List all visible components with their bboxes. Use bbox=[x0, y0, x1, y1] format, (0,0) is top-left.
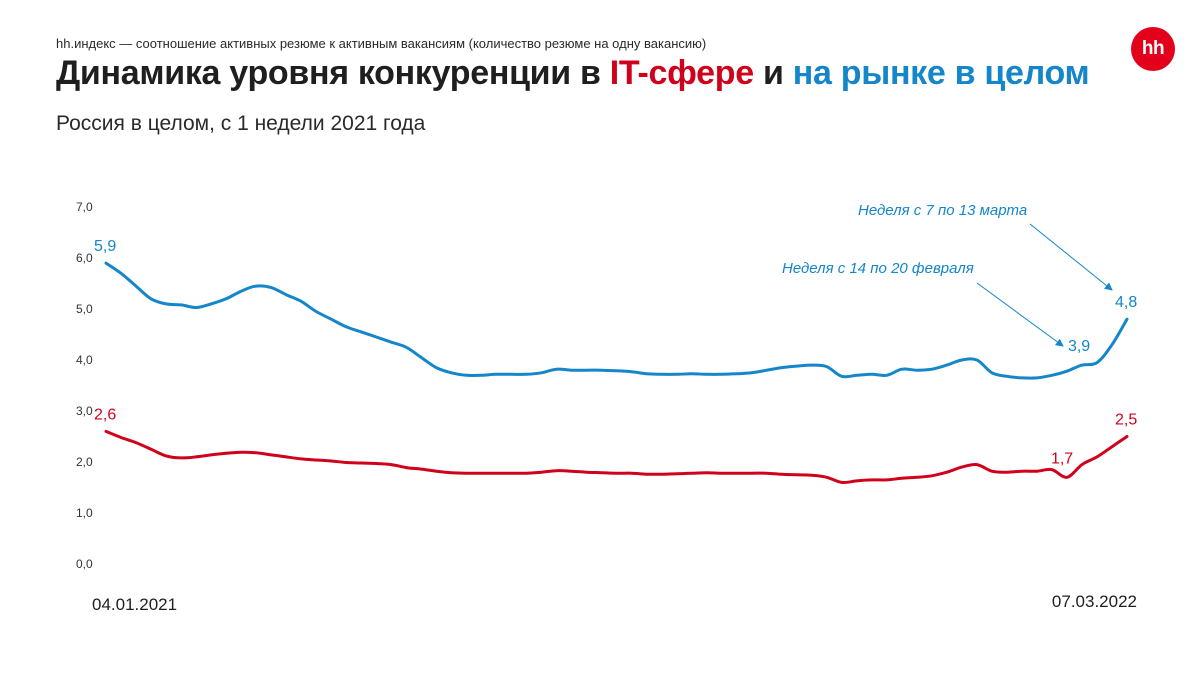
y-tick-label: 1,0 bbox=[76, 506, 93, 520]
y-tick-label: 2,0 bbox=[76, 455, 93, 469]
hh-logo: hh bbox=[1131, 27, 1175, 71]
series-line-it bbox=[104, 429, 1129, 485]
series-line-market bbox=[104, 261, 1129, 380]
data-label-it: 1,7 bbox=[1051, 450, 1073, 467]
annotations: Неделя с 7 по 13 марта Неделя с 14 по 20 … bbox=[782, 202, 1113, 347]
x-end-label: 07.03.2022 bbox=[1052, 592, 1137, 611]
title-part-1: Динамика уровня конкуренции в bbox=[56, 54, 610, 92]
y-tick-label: 5,0 bbox=[76, 302, 93, 316]
y-axis: 0,0 1,0 2,0 3,0 4,0 5,0 6,0 7,0 bbox=[76, 200, 93, 571]
y-tick-label: 6,0 bbox=[76, 251, 93, 265]
y-tick-label: 4,0 bbox=[76, 353, 93, 367]
x-start-label: 04.01.2021 bbox=[92, 595, 177, 614]
title-part-3: и bbox=[753, 54, 793, 92]
title-market: на рынке в целом bbox=[792, 54, 1090, 92]
title-it-sphere: IT-сфере bbox=[609, 54, 754, 92]
annotation-label: Неделя с 7 по 13 марта bbox=[858, 202, 1027, 219]
annotation-label: Неделя с 14 по 20 февраля bbox=[782, 260, 974, 277]
y-tick-label: 7,0 bbox=[76, 200, 93, 214]
data-labels: 5,9 3,9 4,8 2,6 1,7 2,5 bbox=[94, 238, 1137, 467]
annotation-arrow bbox=[1029, 223, 1113, 291]
source-note: hh.индекс — соотношение активных резюме … bbox=[56, 36, 707, 51]
data-label-market: 5,9 bbox=[94, 238, 116, 255]
y-tick-label: 0,0 bbox=[76, 557, 93, 571]
y-tick-label: 3,0 bbox=[76, 404, 93, 418]
chart-title: Динамика уровня конкуренции в IT-сфере и… bbox=[56, 54, 1090, 93]
annotation-arrow bbox=[976, 282, 1064, 347]
data-label-it: 2,5 bbox=[1115, 412, 1137, 429]
data-label-market: 3,9 bbox=[1068, 338, 1090, 355]
series-lines bbox=[104, 261, 1129, 485]
chart-subtitle: Россия в целом, с 1 недели 2021 года bbox=[56, 112, 426, 135]
data-label-market: 4,8 bbox=[1115, 294, 1137, 311]
data-label-it: 2,6 bbox=[94, 406, 116, 423]
